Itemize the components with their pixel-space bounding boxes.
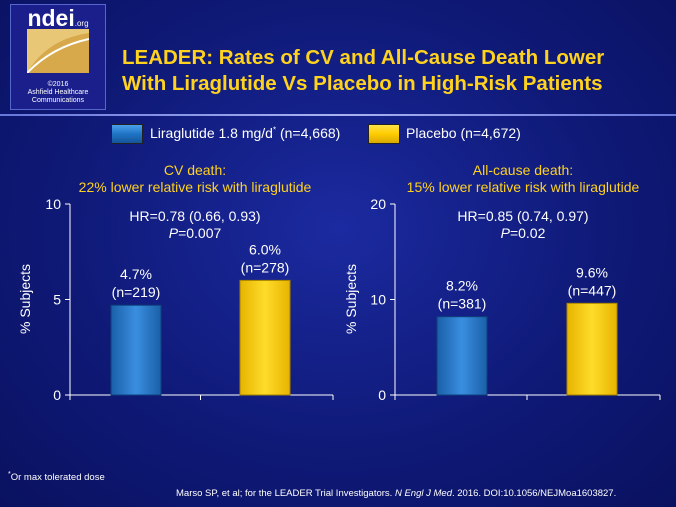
panel1-bar-placebo [239,279,291,396]
logo-brand: ndei.org [27,5,89,31]
legend-label-liraglutide: Liraglutide 1.8 mg/d* (n=4,668) [150,125,341,141]
panel1-y-tick-label: 10 [45,196,61,212]
panel2-n-label: (n=447) [568,282,617,298]
panel1-bar-liraglutide [110,304,162,396]
panel1-value-label: 6.0% [249,241,281,257]
logo-copyright: ©2016 Ashfield Healthcare Communications [27,81,89,104]
legend-swatch-placebo [368,124,400,144]
panel2-bar-placebo [566,302,618,396]
panel2-hazard-ratio: HR=0.85 (0.74, 0.97) P=0.02 [457,208,589,241]
footnote: *Or max tolerated dose [8,471,105,484]
panel1-hazard-ratio: HR=0.78 (0.66, 0.93) P=0.007 [129,208,261,241]
panel1-n-label: (n=278) [241,259,290,275]
panel2-value-label: 8.2% [446,278,478,294]
panel2-y-tick-label: 20 [370,196,386,212]
ndei-logo: ndei.org ©2016 Ashfield Healthcare Commu… [10,4,106,110]
panel1-title: CV death: 22% lower relative risk with l… [78,162,312,195]
panel1-n-label: (n=219) [112,284,161,300]
panel1-value-label: 4.7% [120,266,152,282]
title-divider [0,114,676,116]
slide-title: LEADER: Rates of CV and All-Cause Death … [122,46,605,95]
legend-swatch-liraglutide [111,124,143,144]
panel2-value-label: 9.6% [576,264,608,280]
logo-art-icon [27,29,89,73]
source-citation: Marso SP, et al; for the LEADER Trial In… [176,488,617,499]
legend-label-placebo: Placebo (n=4,672) [406,125,521,141]
panel2-y-tick-label: 0 [378,387,386,403]
panel2-title: All-cause death: 15% lower relative risk… [406,162,640,195]
panel2-y-tick-label: 10 [370,292,386,308]
panel2-bar-liraglutide [436,316,488,396]
panel1-y-tick-label: 0 [53,387,61,403]
panel1-y-tick-label: 5 [53,292,61,308]
panel2-n-label: (n=381) [438,296,487,312]
